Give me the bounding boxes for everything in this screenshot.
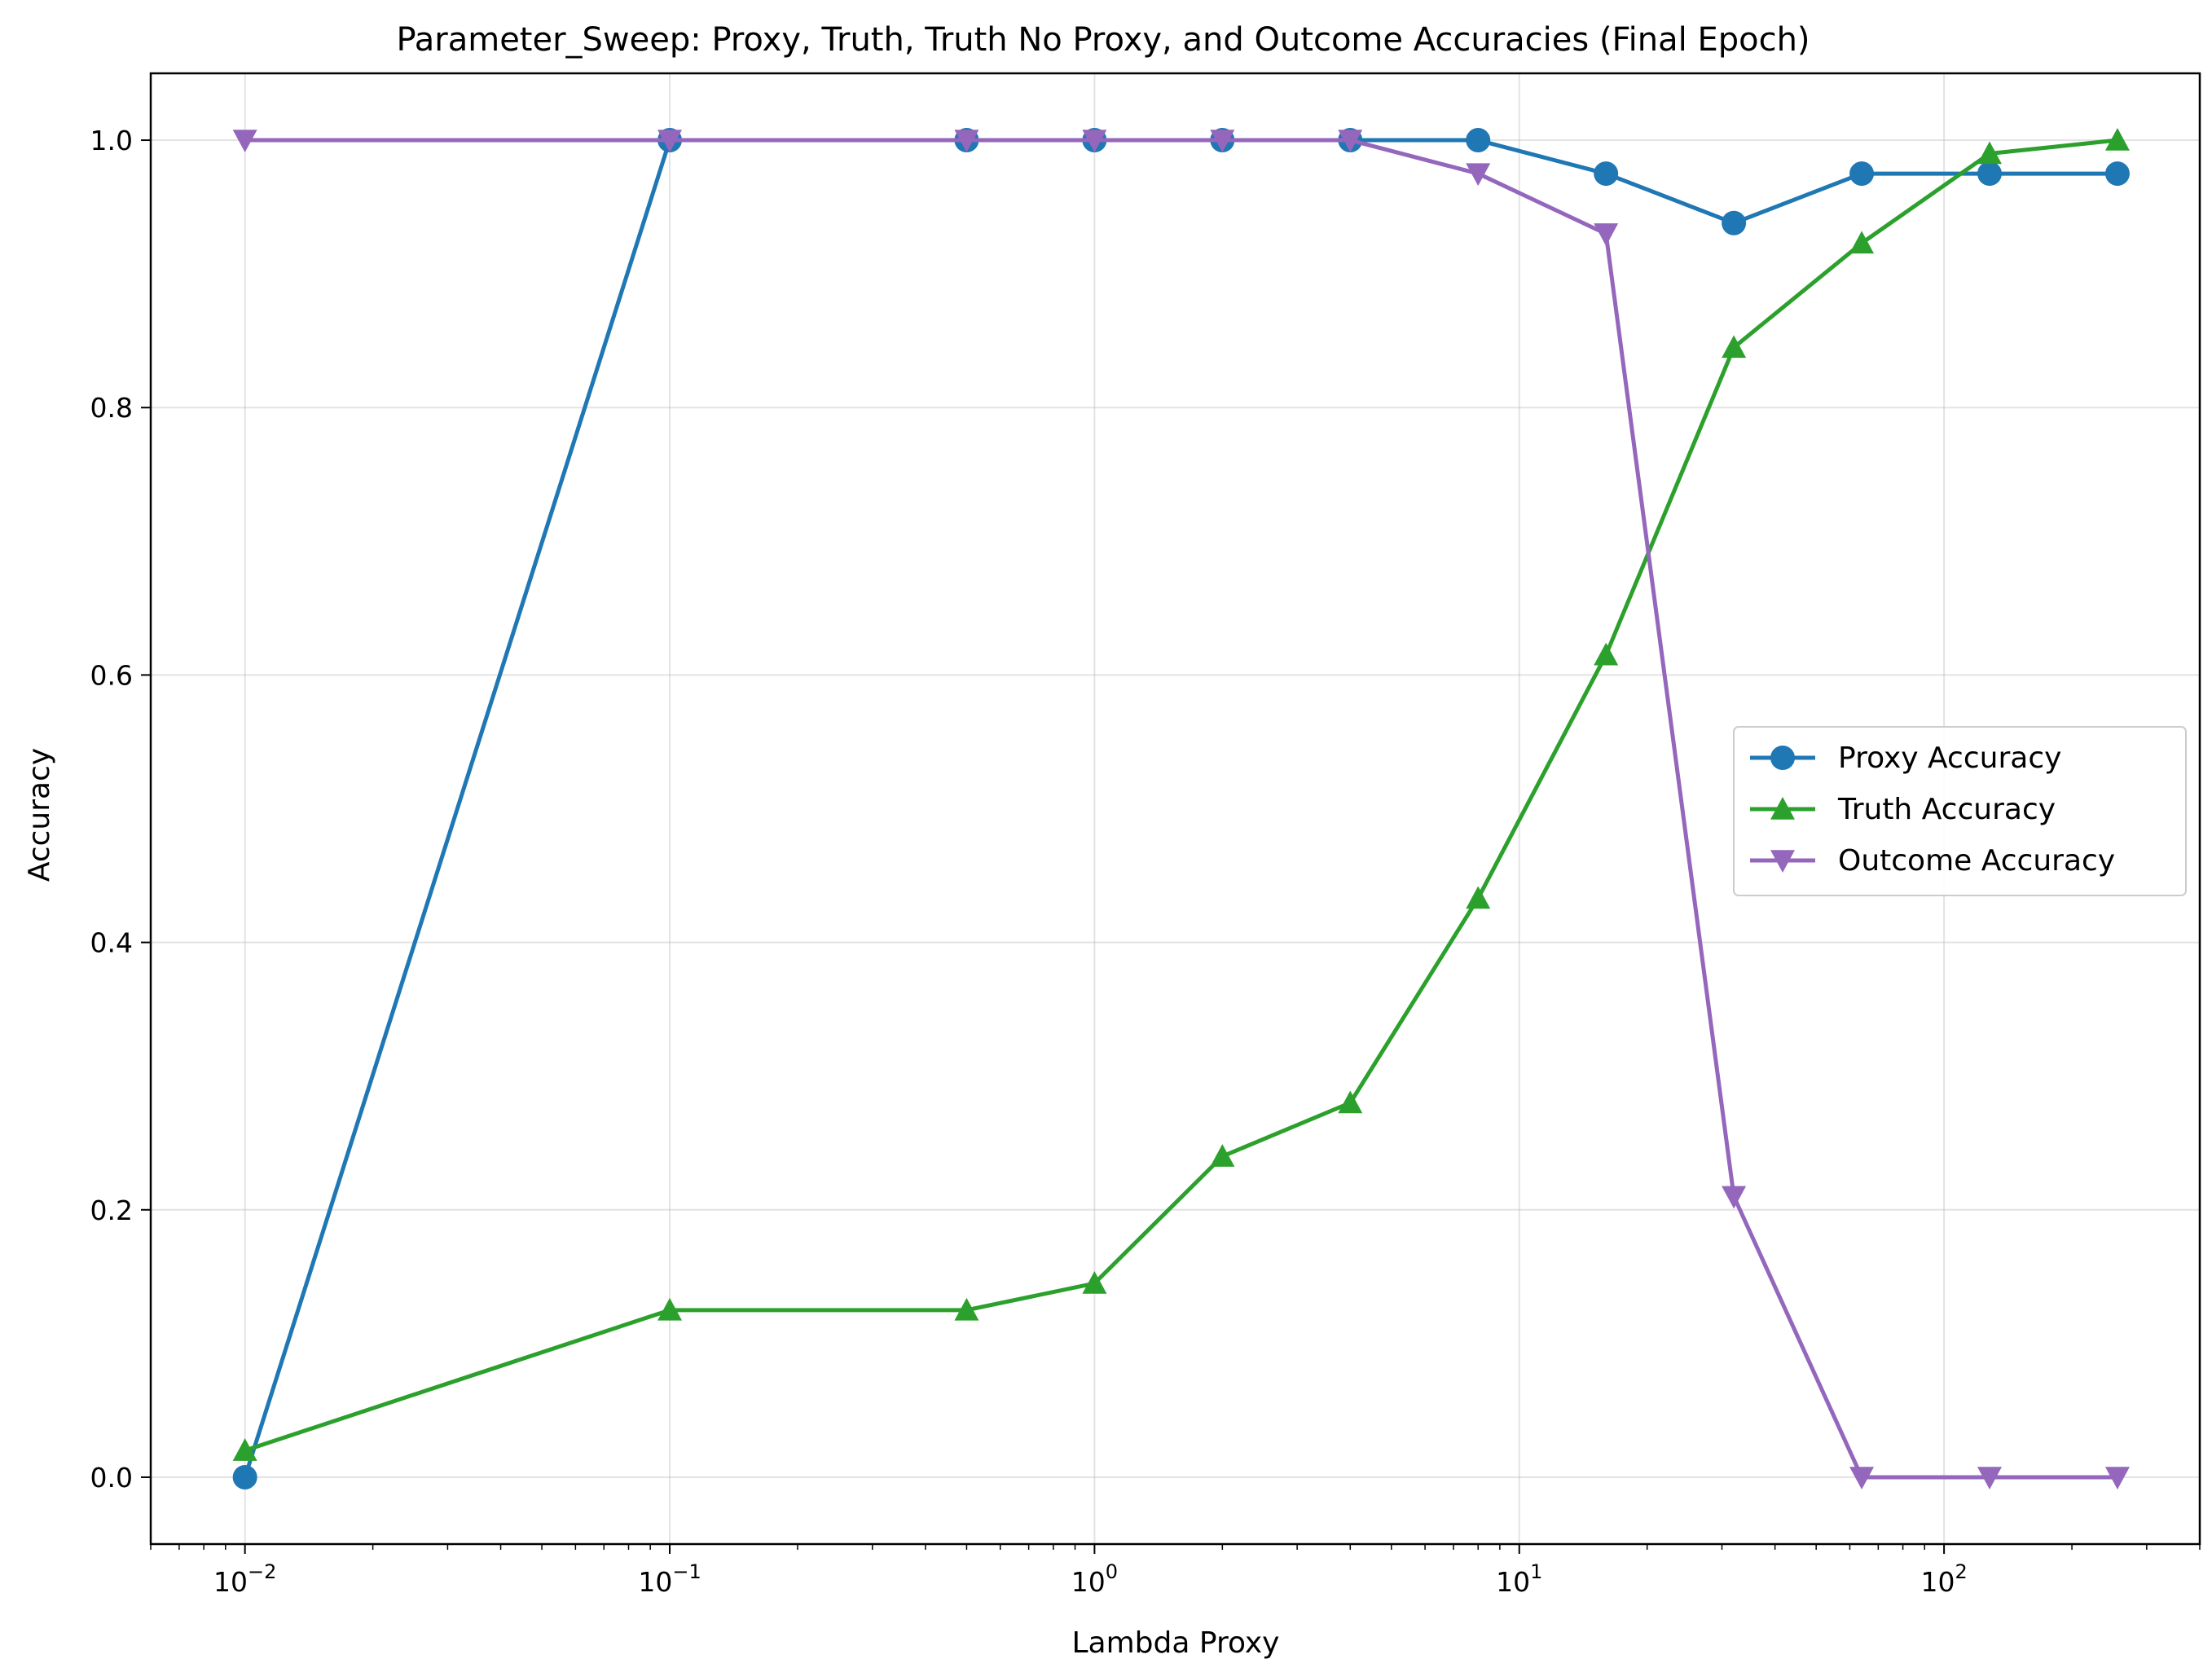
data-point-outcome-accuracy <box>2104 1467 2130 1489</box>
legend-entry-truth-accuracy: Truth Accuracy <box>1837 793 2056 826</box>
legend: Proxy Accuracy Truth Accuracy Outcome Accu… <box>1733 726 2187 896</box>
legend-marker-proxy-accuracy <box>1770 746 1795 770</box>
data-point-truth-accuracy <box>232 1438 257 1461</box>
data-point-outcome-accuracy <box>1722 1186 1747 1209</box>
data-point-outcome-accuracy <box>657 130 683 153</box>
y-axis-label: Accuracy <box>23 748 56 882</box>
legend-marker-outcome-accuracy <box>1770 850 1795 873</box>
data-point-truth-accuracy <box>1594 642 1619 666</box>
x-tick-label: 100 <box>1071 1560 1118 1598</box>
data-point-outcome-accuracy <box>1594 223 1619 246</box>
legend-box <box>1733 726 2187 896</box>
x-tick-label: 102 <box>1920 1560 1967 1598</box>
series-outcome-accuracy <box>232 130 2130 1489</box>
data-point-truth-accuracy <box>1338 1090 1363 1114</box>
data-point-outcome-accuracy <box>1082 130 1107 153</box>
data-point-outcome-accuracy <box>1466 163 1491 187</box>
series-line-truth-accuracy <box>244 138 2118 1453</box>
y-tick-label: 0.4 <box>90 927 133 959</box>
data-point-outcome-accuracy <box>1977 1467 2003 1489</box>
data-point-outcome-accuracy <box>954 130 979 153</box>
data-point-truth-accuracy <box>1210 1144 1235 1167</box>
data-point-truth-accuracy <box>2104 128 2130 151</box>
data-point-truth-accuracy <box>1849 231 1875 254</box>
data-point-truth-accuracy <box>1082 1271 1107 1294</box>
x-tick-label: 10−2 <box>213 1560 276 1598</box>
data-point-truth-accuracy <box>954 1297 979 1321</box>
x-tick-label: 101 <box>1496 1560 1542 1598</box>
y-tick-label: 0.8 <box>90 392 133 424</box>
x-axis-label: Lambda Proxy <box>1071 1626 1279 1660</box>
series-truth-accuracy <box>232 128 2130 1461</box>
legend-entry-proxy-accuracy: Proxy Accuracy <box>1838 741 2061 775</box>
data-point-proxy-accuracy <box>1722 210 1747 235</box>
series-line-outcome-accuracy <box>244 138 2117 1480</box>
data-point-proxy-accuracy <box>1977 161 2003 187</box>
data-point-truth-accuracy <box>657 1297 683 1321</box>
data-point-proxy-accuracy <box>1594 161 1619 187</box>
legend-entry-outcome-accuracy: Outcome Accuracy <box>1838 844 2115 878</box>
data-point-outcome-accuracy <box>1849 1467 1875 1489</box>
data-point-truth-accuracy <box>1466 886 1491 909</box>
chart-title: Parameter_Sweep: Proxy, Truth, Truth No … <box>396 21 1810 59</box>
y-tick-label: 1.0 <box>90 125 133 156</box>
y-tick-label: 0.2 <box>90 1195 133 1226</box>
data-point-proxy-accuracy <box>232 1464 257 1489</box>
data-point-proxy-accuracy <box>2104 161 2130 187</box>
y-tick-label: 0.6 <box>90 659 133 691</box>
plot-frame <box>149 72 2201 1546</box>
axes: 0.0 0.2 0.4 0.6 0.8 1.0 10−2 10−1 100 101 102 <box>90 125 2201 1598</box>
data-point-proxy-accuracy <box>1466 128 1491 153</box>
data-point-outcome-accuracy <box>1338 130 1363 153</box>
data-point-proxy-accuracy <box>1849 161 1875 187</box>
y-tick-label: 0.0 <box>90 1462 133 1494</box>
data-point-outcome-accuracy <box>1210 130 1235 153</box>
legend-marker-truth-accuracy <box>1770 797 1795 820</box>
data-point-outcome-accuracy <box>232 130 257 153</box>
data-point-truth-accuracy <box>1722 335 1747 359</box>
data-point-truth-accuracy <box>1977 141 2003 165</box>
x-tick-label: 10−1 <box>638 1560 701 1598</box>
series-layer <box>232 128 2130 1489</box>
